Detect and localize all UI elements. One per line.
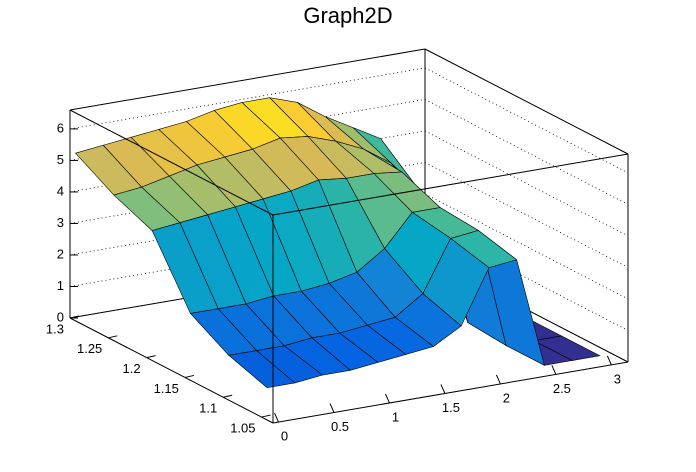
z-tick-label: 5 [57, 152, 64, 167]
z-tick-label: 4 [57, 183, 64, 198]
x-tick-label: 0 [281, 428, 288, 443]
y-tick [261, 414, 271, 418]
y-tick-label: 1.3 [46, 321, 64, 336]
x-tick [440, 384, 446, 394]
y-tick [184, 374, 195, 378]
box-edge [272, 153, 629, 216]
z-tick-label: 0 [57, 309, 64, 324]
y-tick-label: 1.15 [154, 381, 179, 396]
y-tick [108, 335, 118, 339]
y-tick [69, 315, 80, 319]
grid-line [424, 99, 629, 205]
x-tick [551, 365, 557, 375]
y-tick-label: 1.1 [199, 401, 217, 416]
box-edge [272, 361, 629, 424]
z-tick-label: 1 [57, 278, 64, 293]
grid-line [69, 67, 426, 130]
x-tick-label: 2 [503, 390, 510, 405]
box-edge [424, 48, 629, 155]
x-tick [495, 374, 501, 385]
grid-line [424, 67, 629, 174]
x-tick-label: 2.5 [553, 381, 571, 396]
z-tick-label: 3 [57, 215, 64, 230]
x-tick-label: 0.5 [331, 419, 349, 434]
z-tick-label: 6 [57, 120, 64, 135]
box-edge [69, 48, 426, 111]
x-tick [385, 393, 390, 404]
box-edge [69, 109, 274, 216]
x-tick [606, 355, 612, 366]
chart-title: Graph2D [303, 3, 392, 28]
x-tick-label: 3 [614, 371, 621, 386]
z-tick-label: 2 [57, 246, 64, 261]
surface-cell [228, 350, 296, 389]
y-tick-label: 1.05 [230, 420, 255, 435]
y-tick [146, 355, 156, 359]
box-edge [69, 317, 274, 424]
x-tick-label: 1 [392, 409, 399, 424]
x-tick-label: 1.5 [442, 400, 460, 415]
x-tick [274, 412, 280, 423]
y-tick-label: 1.2 [123, 361, 141, 376]
y-tick [223, 394, 233, 398]
y-tick-label: 1.25 [77, 341, 102, 356]
x-tick [329, 403, 335, 413]
